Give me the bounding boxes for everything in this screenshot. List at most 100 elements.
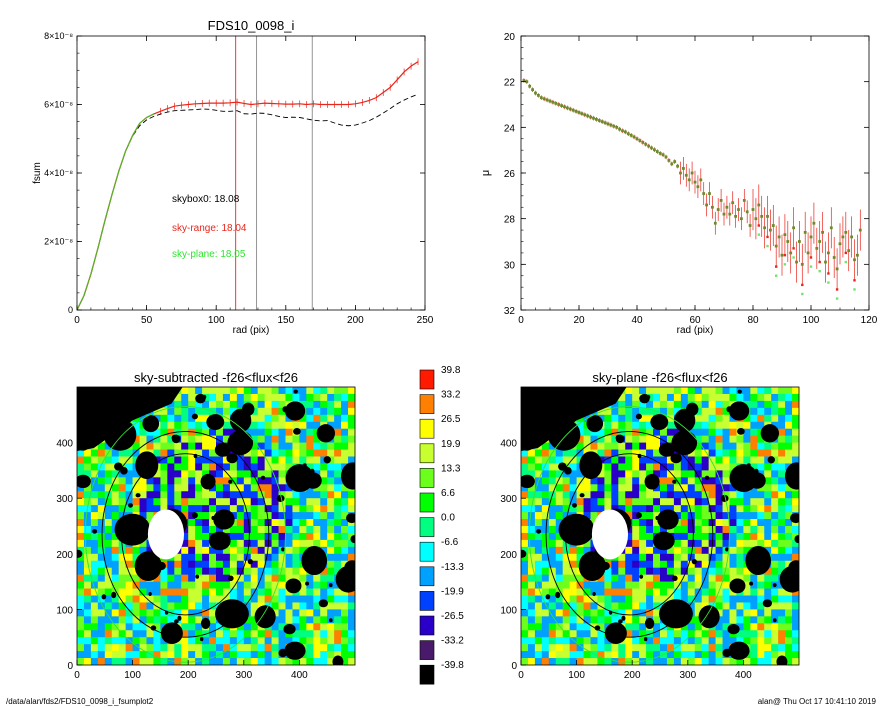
map-cell [111,456,119,464]
mu-point [542,97,546,101]
map-cell [785,588,793,596]
map-cell [750,519,758,527]
map-cell [694,567,702,575]
map-cell [694,560,702,568]
map-cell [118,456,126,464]
map-cell [243,519,252,527]
map-cell [680,484,689,492]
map-cell [576,644,584,652]
map-cell [146,491,154,499]
mu-xtick-label: 80 [747,315,759,326]
map-cell [757,456,765,464]
map-cell [743,442,751,450]
masked-star [318,599,328,608]
map-cell [229,463,238,471]
map-cell [236,539,245,548]
map-cell [653,428,661,436]
map-cell [548,546,557,555]
map-cell [632,637,640,645]
map-cell [736,519,744,527]
map-cell [271,477,279,485]
map-cell [104,602,113,610]
map-cell [708,512,716,520]
map-cell [680,532,689,541]
map-cell [188,393,196,402]
map-cell [618,442,626,450]
map-cell [174,407,182,416]
masked-star [242,402,255,416]
map-cell [146,595,154,603]
mu-point [702,192,706,195]
map-cell [534,539,543,548]
map-cell [236,400,245,409]
map-cell [236,456,245,464]
map-cell [666,560,675,568]
map-cell [708,449,716,457]
map-cell [153,498,161,506]
map-cell [694,421,702,429]
map-cell [160,428,168,436]
map-cell [229,449,238,457]
map-cell [257,519,265,527]
map-cell [167,644,175,652]
map-cell [660,595,668,603]
map-cell [694,449,702,457]
map-cell [313,512,321,520]
map-cell [562,609,570,617]
map-cell [341,644,349,652]
map-cell [701,512,709,520]
map-cell [334,546,342,555]
map-cell [639,637,647,645]
masked-star [672,575,678,582]
map-cell [583,658,591,665]
map-cell [548,505,557,513]
colorbar-label: 26.5 [441,414,461,425]
map-cell [77,539,85,548]
map-cell [527,546,536,555]
masked-star [672,479,677,484]
map-cell [743,428,751,436]
map-cell [216,428,224,436]
map-cell [555,637,563,645]
map-cell [250,567,258,575]
map-cell [771,498,779,506]
map-cell [341,512,349,520]
map-cell [341,421,349,429]
map-cell [250,581,258,589]
map-cell [278,393,286,402]
map-cell [90,546,99,555]
map-cell [618,609,626,617]
map-cell [597,428,605,436]
map-cell [618,651,626,659]
map-cell [646,637,654,645]
masked-star [704,475,710,480]
map-cell [216,553,224,562]
map-cell [527,553,536,562]
colorbar-swatch [419,517,435,537]
map-cell [104,463,113,471]
map-cell [673,637,682,645]
map-cell [209,387,217,395]
map-cell [555,498,563,506]
map-cell [250,414,258,423]
map-cell [257,581,265,589]
map-cell [548,658,557,665]
map-cell [583,595,591,603]
map-cell [160,414,168,423]
sky-subtracted-title: sky-subtracted -f26<flux<f26 [134,370,298,385]
map-cell [562,505,570,513]
map-cell [534,449,543,457]
map-cell [673,387,682,395]
map-cell [334,532,342,541]
map-cell [97,595,106,603]
map-cell [104,484,113,492]
map-cell [125,616,133,624]
map-cell [785,491,793,499]
map-cell [708,637,716,645]
fsum-green-line [77,113,154,310]
map-cell [534,651,543,659]
map-cell [604,491,612,499]
map-cell [583,581,591,589]
